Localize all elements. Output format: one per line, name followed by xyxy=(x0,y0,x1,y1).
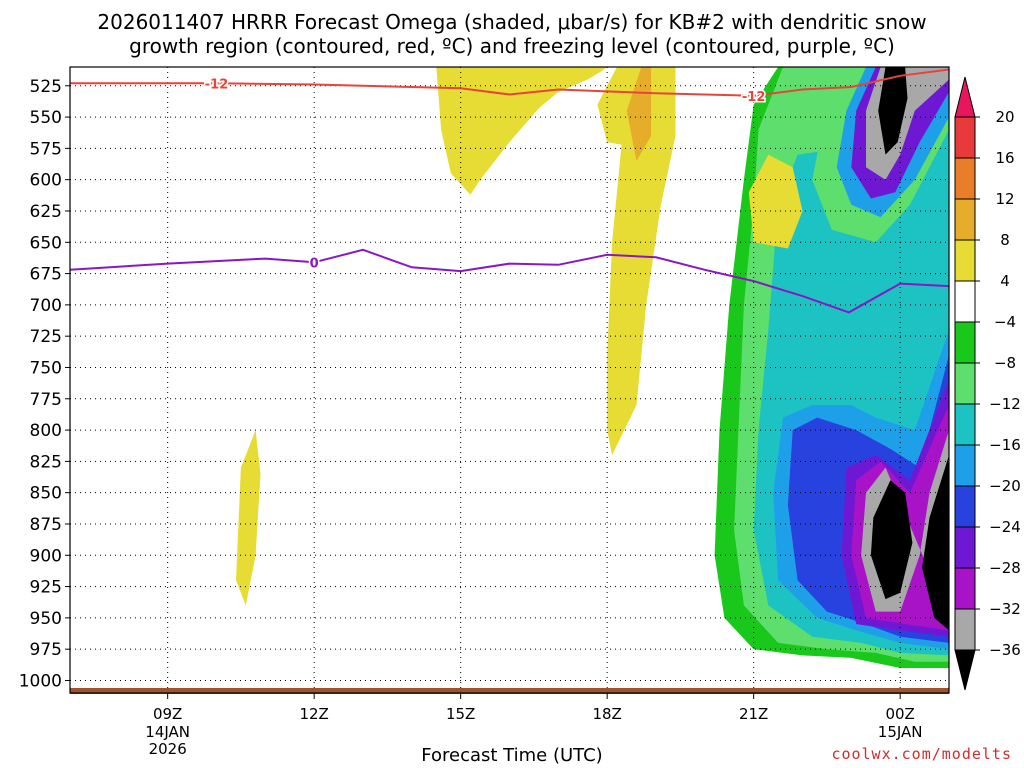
colorbar-bottom-triangle xyxy=(954,649,976,691)
y-tick-label-575: 575 xyxy=(30,139,62,159)
omega-region-17 xyxy=(870,480,913,600)
dgz-contour-label-1: -12 xyxy=(742,90,766,105)
x-tick-label-12Z: 12Z xyxy=(299,705,328,723)
y-tick-label-850: 850 xyxy=(30,484,62,504)
colorbar-box-6 xyxy=(954,321,976,364)
plot-frame xyxy=(69,66,950,694)
y-tick-label-775: 775 xyxy=(30,390,62,410)
chart-title-line2: growth region (contoured, red, ºC) and f… xyxy=(129,34,895,58)
x-tick-sublabel-09Z-1: 2026 xyxy=(149,740,187,758)
colorbar-top-triangle xyxy=(954,76,976,118)
colorbar-box-2 xyxy=(954,157,976,200)
y-tick-label-825: 825 xyxy=(30,452,62,472)
dgz-minus12-contour xyxy=(70,68,949,97)
y-tick-label-675: 675 xyxy=(30,265,62,285)
y-tick-label-925: 925 xyxy=(30,578,62,598)
colorbar-box-7 xyxy=(954,362,976,405)
ground-strip xyxy=(70,688,949,694)
colorbar-label-7: −12 xyxy=(989,395,1021,413)
x-tick-sublabel-09Z-0: 14JAN xyxy=(145,723,190,741)
x-tick-sublabel-00Z-0: 15JAN xyxy=(878,723,923,741)
y-tick-label-550: 550 xyxy=(30,108,62,128)
colorbar-label-8: −16 xyxy=(989,436,1021,454)
colorbar-label-11: −28 xyxy=(989,559,1021,577)
y-tick-label-650: 650 xyxy=(30,233,62,253)
colorbar-label-6: −8 xyxy=(994,354,1016,372)
omega-region-0 xyxy=(436,67,608,195)
colorbar-label-0: 20 xyxy=(995,108,1014,126)
colorbar-box-8 xyxy=(954,403,976,446)
y-tick-label-875: 875 xyxy=(30,515,62,535)
colorbar-label-12: −32 xyxy=(989,600,1021,618)
colorbar-label-4: 4 xyxy=(1000,272,1010,290)
colorbar-label-5: −4 xyxy=(994,313,1016,331)
x-tick-label-09Z: 09Z xyxy=(153,705,182,723)
omega-region-3 xyxy=(626,67,652,161)
omega-region-23 xyxy=(878,67,908,155)
y-tick-label-725: 725 xyxy=(30,327,62,347)
colorbar-box-10 xyxy=(954,485,976,528)
chart-title-line1: 2026011407 HRRR Forecast Omega (shaded, … xyxy=(97,10,927,34)
colorbar-box-9 xyxy=(954,444,976,487)
omega-region-2 xyxy=(607,67,676,456)
colorbar-box-4 xyxy=(954,239,976,282)
colorbar-box-1 xyxy=(954,116,976,159)
colorbar-box-13 xyxy=(954,608,976,651)
omega-shading xyxy=(236,67,949,668)
x-tick-label-15Z: 15Z xyxy=(446,705,475,723)
x-tick-label-18Z: 18Z xyxy=(592,705,621,723)
y-axis: 525 550 575 600 625 650 675 700 725 750 775 800 825 8… xyxy=(19,77,70,691)
omega-region-24 xyxy=(748,154,803,249)
colorbar-box-3 xyxy=(954,198,976,241)
site-credit: coolwx.com/modelts xyxy=(831,745,1012,763)
freezing-contour-label: 0 xyxy=(310,256,319,271)
colorbar-label-2: 12 xyxy=(995,190,1014,208)
y-tick-label-975: 975 xyxy=(30,640,62,660)
contour-lines: -12 -12 0 xyxy=(70,68,949,314)
y-tick-label-700: 700 xyxy=(30,296,62,316)
colorbar-label-3: 8 xyxy=(1000,231,1010,249)
freezing-level-contour xyxy=(70,248,949,314)
y-tick-label-800: 800 xyxy=(30,421,62,441)
y-tick-label-600: 600 xyxy=(30,171,62,191)
colorbar-label-1: 16 xyxy=(995,149,1014,167)
x-axis-label: Forecast Time (UTC) xyxy=(421,745,603,766)
y-tick-label-750: 750 xyxy=(30,358,62,378)
colorbar-box-11 xyxy=(954,526,976,569)
omega-region-18 xyxy=(922,455,949,631)
colorbar-label-10: −24 xyxy=(989,518,1021,536)
colorbar-box-12 xyxy=(954,567,976,610)
y-tick-label-950: 950 xyxy=(30,609,62,629)
x-tick-label-00Z: 00Z xyxy=(885,705,914,723)
y-tick-label-525: 525 xyxy=(30,77,62,97)
colorbar-label-13: −36 xyxy=(989,641,1021,659)
dgz-contour-label-0: -12 xyxy=(205,77,229,92)
colorbar-box-5 xyxy=(954,280,976,323)
y-tick-label-1000: 1000 xyxy=(19,671,62,691)
colorbar-label-9: −20 xyxy=(989,477,1021,495)
y-tick-label-625: 625 xyxy=(30,202,62,222)
y-tick-label-900: 900 xyxy=(30,546,62,566)
x-tick-label-21Z: 21Z xyxy=(739,705,768,723)
colorbar: 20 16 12 8 4 −4 −8 −12 −16 −20 −24 −28 −32 −36 xyxy=(954,76,1021,691)
omega-region-4 xyxy=(236,430,261,606)
